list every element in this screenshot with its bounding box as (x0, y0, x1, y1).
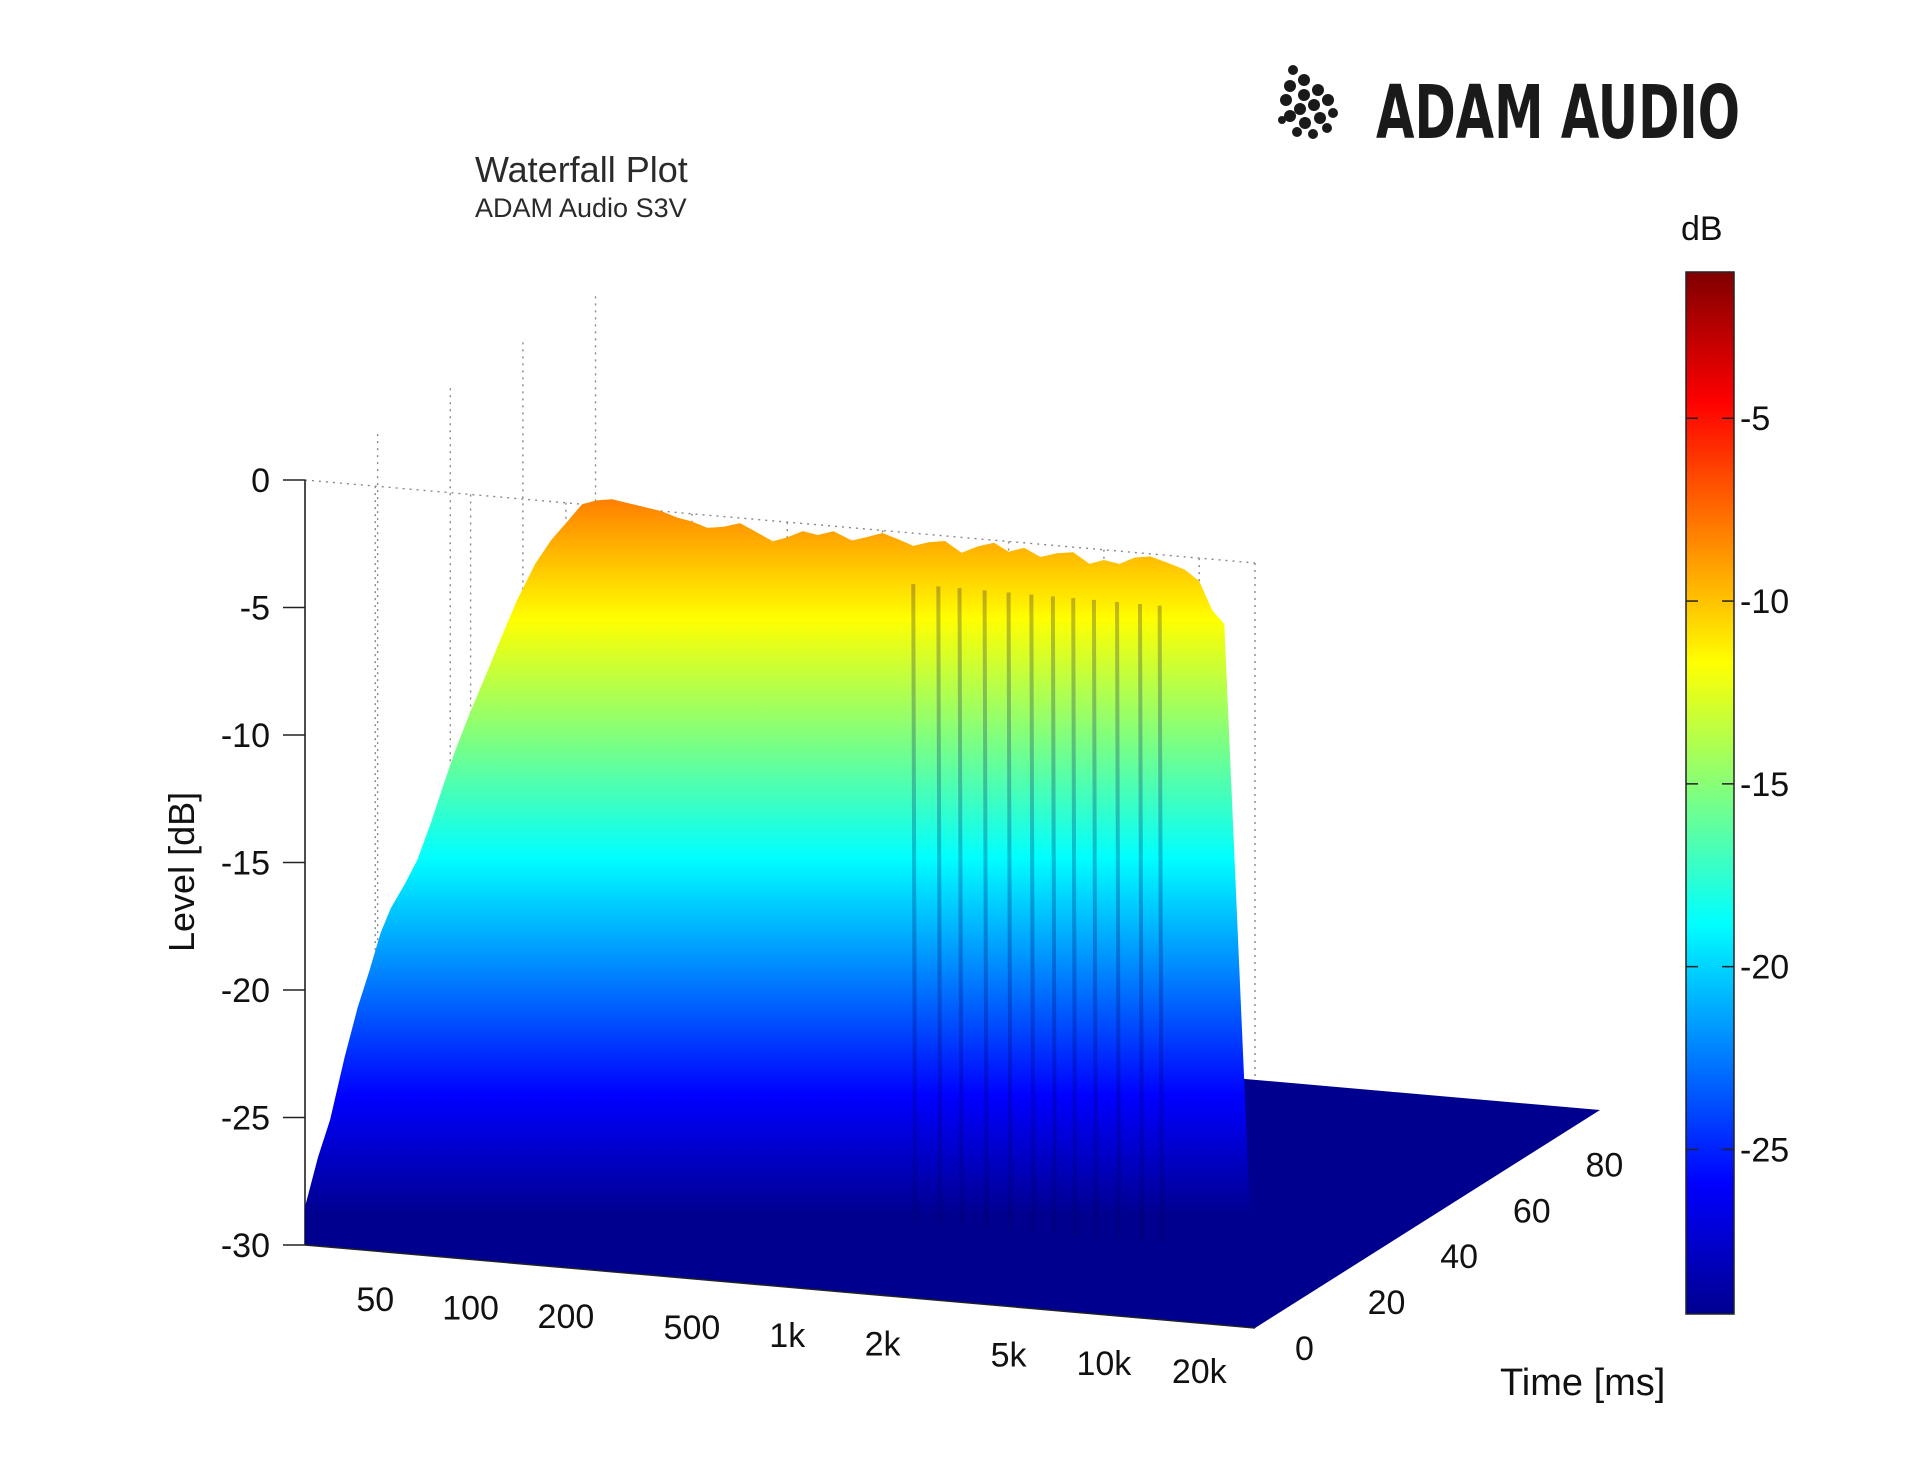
decay-notch (1050, 596, 1057, 1234)
x-tick-label: 1k (769, 1317, 806, 1355)
z-tick-label: -25 (221, 1100, 270, 1138)
y-tick-label: 40 (1440, 1238, 1478, 1276)
x-tick-label: 5k (991, 1336, 1028, 1374)
chart-subtitle: ADAM Audio S3V (475, 193, 687, 223)
adam-logo-icon (1278, 65, 1338, 139)
z-tick-label: -30 (221, 1227, 270, 1265)
x-tick-label: 2k (865, 1325, 902, 1363)
x-tick-label: 500 (664, 1309, 721, 1347)
x-axis-line (304, 1244, 1256, 1329)
z-tick-label: 0 (251, 462, 270, 500)
z-tick-label: -10 (221, 717, 270, 755)
decay-notch (936, 586, 943, 1224)
x-tick-label: 20k (1172, 1353, 1228, 1391)
waterfall-surface (305, 499, 1600, 1328)
decay-notch (911, 584, 918, 1222)
y-tick-label: 20 (1368, 1284, 1406, 1322)
y-tick-label: 80 (1586, 1146, 1624, 1184)
grid-line (304, 479, 1256, 564)
decay-notch (1091, 599, 1098, 1238)
z-tick-label: -5 (240, 590, 270, 628)
y-tick-label: 0 (1295, 1330, 1314, 1368)
x-tick-label: 100 (442, 1289, 499, 1327)
colorbar-gradient (1685, 271, 1735, 1315)
colorbar-tick-label: -25 (1740, 1131, 1789, 1169)
decay-notch (1071, 598, 1078, 1236)
decay-notch (1006, 592, 1013, 1230)
colorbar-tick-label: -10 (1740, 583, 1789, 621)
colorbar-label: dB (1681, 210, 1723, 248)
x-tick-label: 200 (538, 1298, 595, 1336)
y-tick-label: 60 (1513, 1192, 1551, 1230)
colorbar: dB -5 -10 -15 -20 -25 (1681, 210, 1789, 1315)
z-tick-label: -15 (221, 845, 270, 883)
decay-notch (982, 590, 989, 1228)
decay-notch (1029, 594, 1036, 1232)
decay-notch (1115, 601, 1122, 1240)
colorbar-tick-label: -5 (1740, 400, 1770, 438)
z-axis-label: Level [dB] (161, 792, 202, 952)
colorbar-tick-label: -20 (1740, 949, 1789, 987)
decay-notch (957, 588, 964, 1226)
brand-logo: ADAM AUDIO (1278, 65, 1740, 156)
colorbar-ticks: -5 -10 -15 -20 -25 (1686, 400, 1789, 1169)
x-tick-label: 50 (356, 1281, 394, 1319)
surface-response-wall (305, 499, 1255, 1328)
x-tick-label: 10k (1076, 1345, 1132, 1383)
z-tick-label: -20 (221, 972, 270, 1010)
y-axis-label: Time [ms] (1500, 1362, 1665, 1404)
decay-notch (1137, 603, 1144, 1242)
colorbar-tick-label: -15 (1740, 766, 1789, 804)
decay-notch (1157, 605, 1164, 1244)
chart-title: Waterfall Plot (475, 149, 688, 190)
brand-name: ADAM AUDIO (1376, 70, 1740, 156)
